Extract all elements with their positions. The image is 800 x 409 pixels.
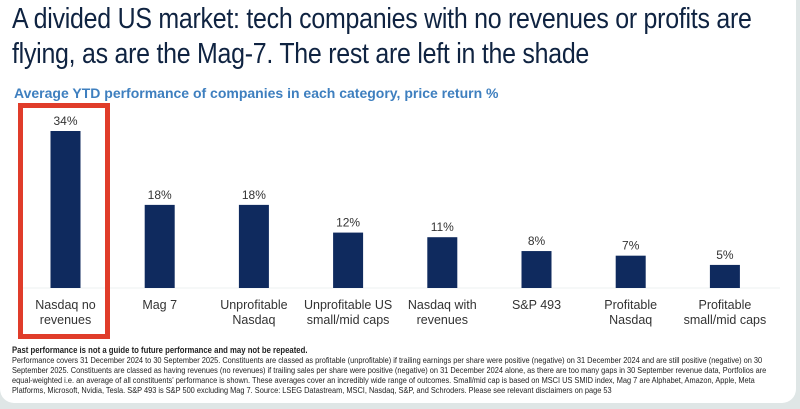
category-label: Mag 7 — [142, 298, 177, 312]
category-label: Profitable — [698, 298, 751, 312]
footnote: Past performance is not a guide to futur… — [12, 345, 786, 395]
footnote-text: Performance covers 31 December 2024 to 3… — [12, 355, 767, 395]
category-label: Profitable — [604, 298, 657, 312]
category-label: Nasdaq — [609, 313, 652, 327]
page-title: A divided US market: tech companies with… — [12, 3, 752, 70]
data-label: 7% — [622, 239, 640, 253]
bar — [427, 237, 458, 288]
bar — [238, 204, 269, 288]
data-label: 18% — [148, 188, 172, 202]
bar — [50, 131, 81, 288]
data-label: 8% — [528, 234, 546, 248]
category-label: S&P 493 — [512, 298, 561, 312]
category-label: revenues — [417, 313, 468, 327]
category-label: Unprofitable — [220, 298, 287, 312]
bar — [709, 264, 740, 288]
bar — [521, 251, 552, 288]
category-label: Nasdaq with — [408, 298, 477, 312]
bar — [144, 204, 175, 288]
category-label: Nasdaq — [232, 313, 275, 327]
highlight-box — [18, 103, 110, 339]
bar — [615, 255, 646, 288]
data-label: 11% — [431, 220, 454, 234]
chart-title: Average YTD performance of companies in … — [14, 85, 499, 101]
data-label: 5% — [716, 248, 734, 262]
data-label: 34% — [53, 114, 77, 128]
data-label: 12% — [336, 216, 360, 230]
category-label: Nasdaq no — [35, 298, 96, 312]
category-label: small/mid caps — [307, 313, 390, 327]
category-label: Unprofitable US — [304, 298, 392, 312]
bar — [333, 232, 364, 288]
footnote-disclaimer: Past performance is not a guide to futur… — [12, 345, 308, 355]
category-label: small/mid caps — [684, 313, 767, 327]
category-label: revenues — [40, 313, 91, 327]
data-label: 18% — [242, 188, 266, 202]
